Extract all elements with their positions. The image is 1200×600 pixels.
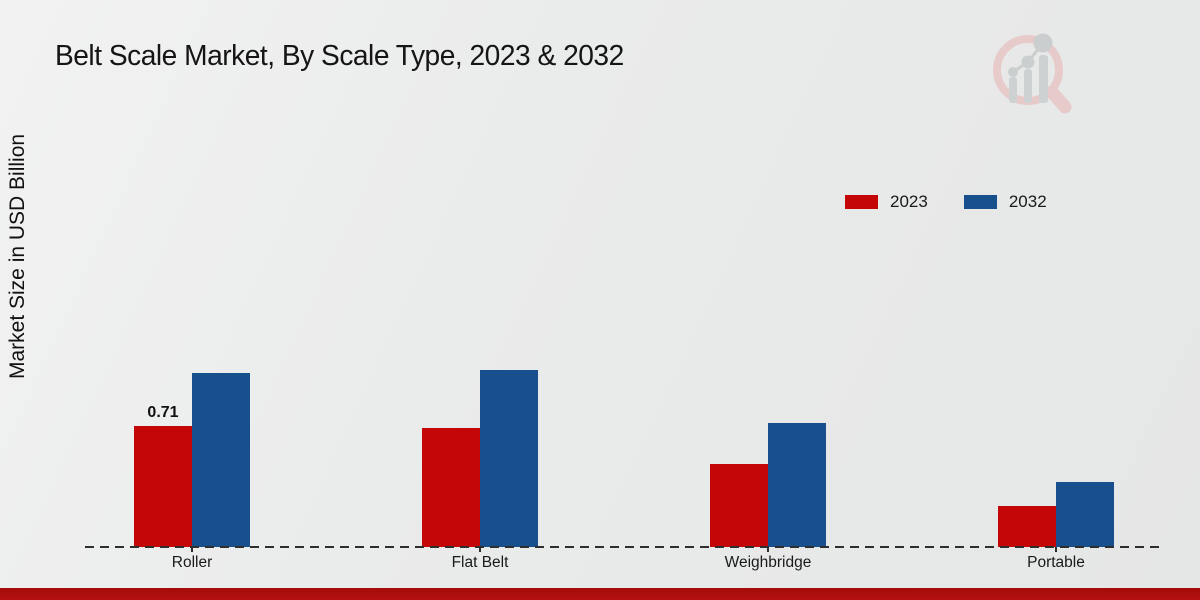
x-axis-tick xyxy=(767,547,769,552)
chart-title: Belt Scale Market, By Scale Type, 2023 &… xyxy=(55,40,624,72)
x-axis-tick xyxy=(479,547,481,552)
x-tick-label-portable: Portable xyxy=(1027,554,1085,571)
legend-label-2032: 2032 xyxy=(1008,192,1047,211)
legend-swatch-2023 xyxy=(845,195,878,209)
bar-2023-roller xyxy=(134,426,192,547)
legend: 2023 2032 xyxy=(845,192,1047,212)
x-axis-tick xyxy=(1055,547,1057,552)
bottom-accent-band xyxy=(0,588,1200,600)
legend-label-2023: 2023 xyxy=(890,192,928,211)
bar-2032-weighbridge xyxy=(768,423,826,547)
bar-2023-portable xyxy=(998,506,1056,547)
x-tick-label-roller: Roller xyxy=(171,554,213,571)
legend-swatch-2032 xyxy=(963,195,997,209)
bar-2023-flat-belt xyxy=(422,428,480,547)
x-tick-label-weighbridge: Weighbridge xyxy=(724,554,812,571)
market-research-magnifier-logo-icon xyxy=(993,33,1072,114)
x-axis-tick xyxy=(191,547,193,552)
x-axis-baseline xyxy=(85,546,1163,548)
x-tick-label-flat-belt: Flat Belt xyxy=(451,554,509,571)
legend-item-2032: 2032 xyxy=(963,192,1047,212)
bar-2032-flat-belt xyxy=(480,370,538,547)
bar-value-label: 0.71 xyxy=(147,404,179,421)
bar-2032-roller xyxy=(192,373,250,547)
bar-2032-portable xyxy=(1056,482,1114,547)
legend-item-2023: 2023 xyxy=(845,192,928,212)
bar-2023-weighbridge xyxy=(710,464,768,547)
